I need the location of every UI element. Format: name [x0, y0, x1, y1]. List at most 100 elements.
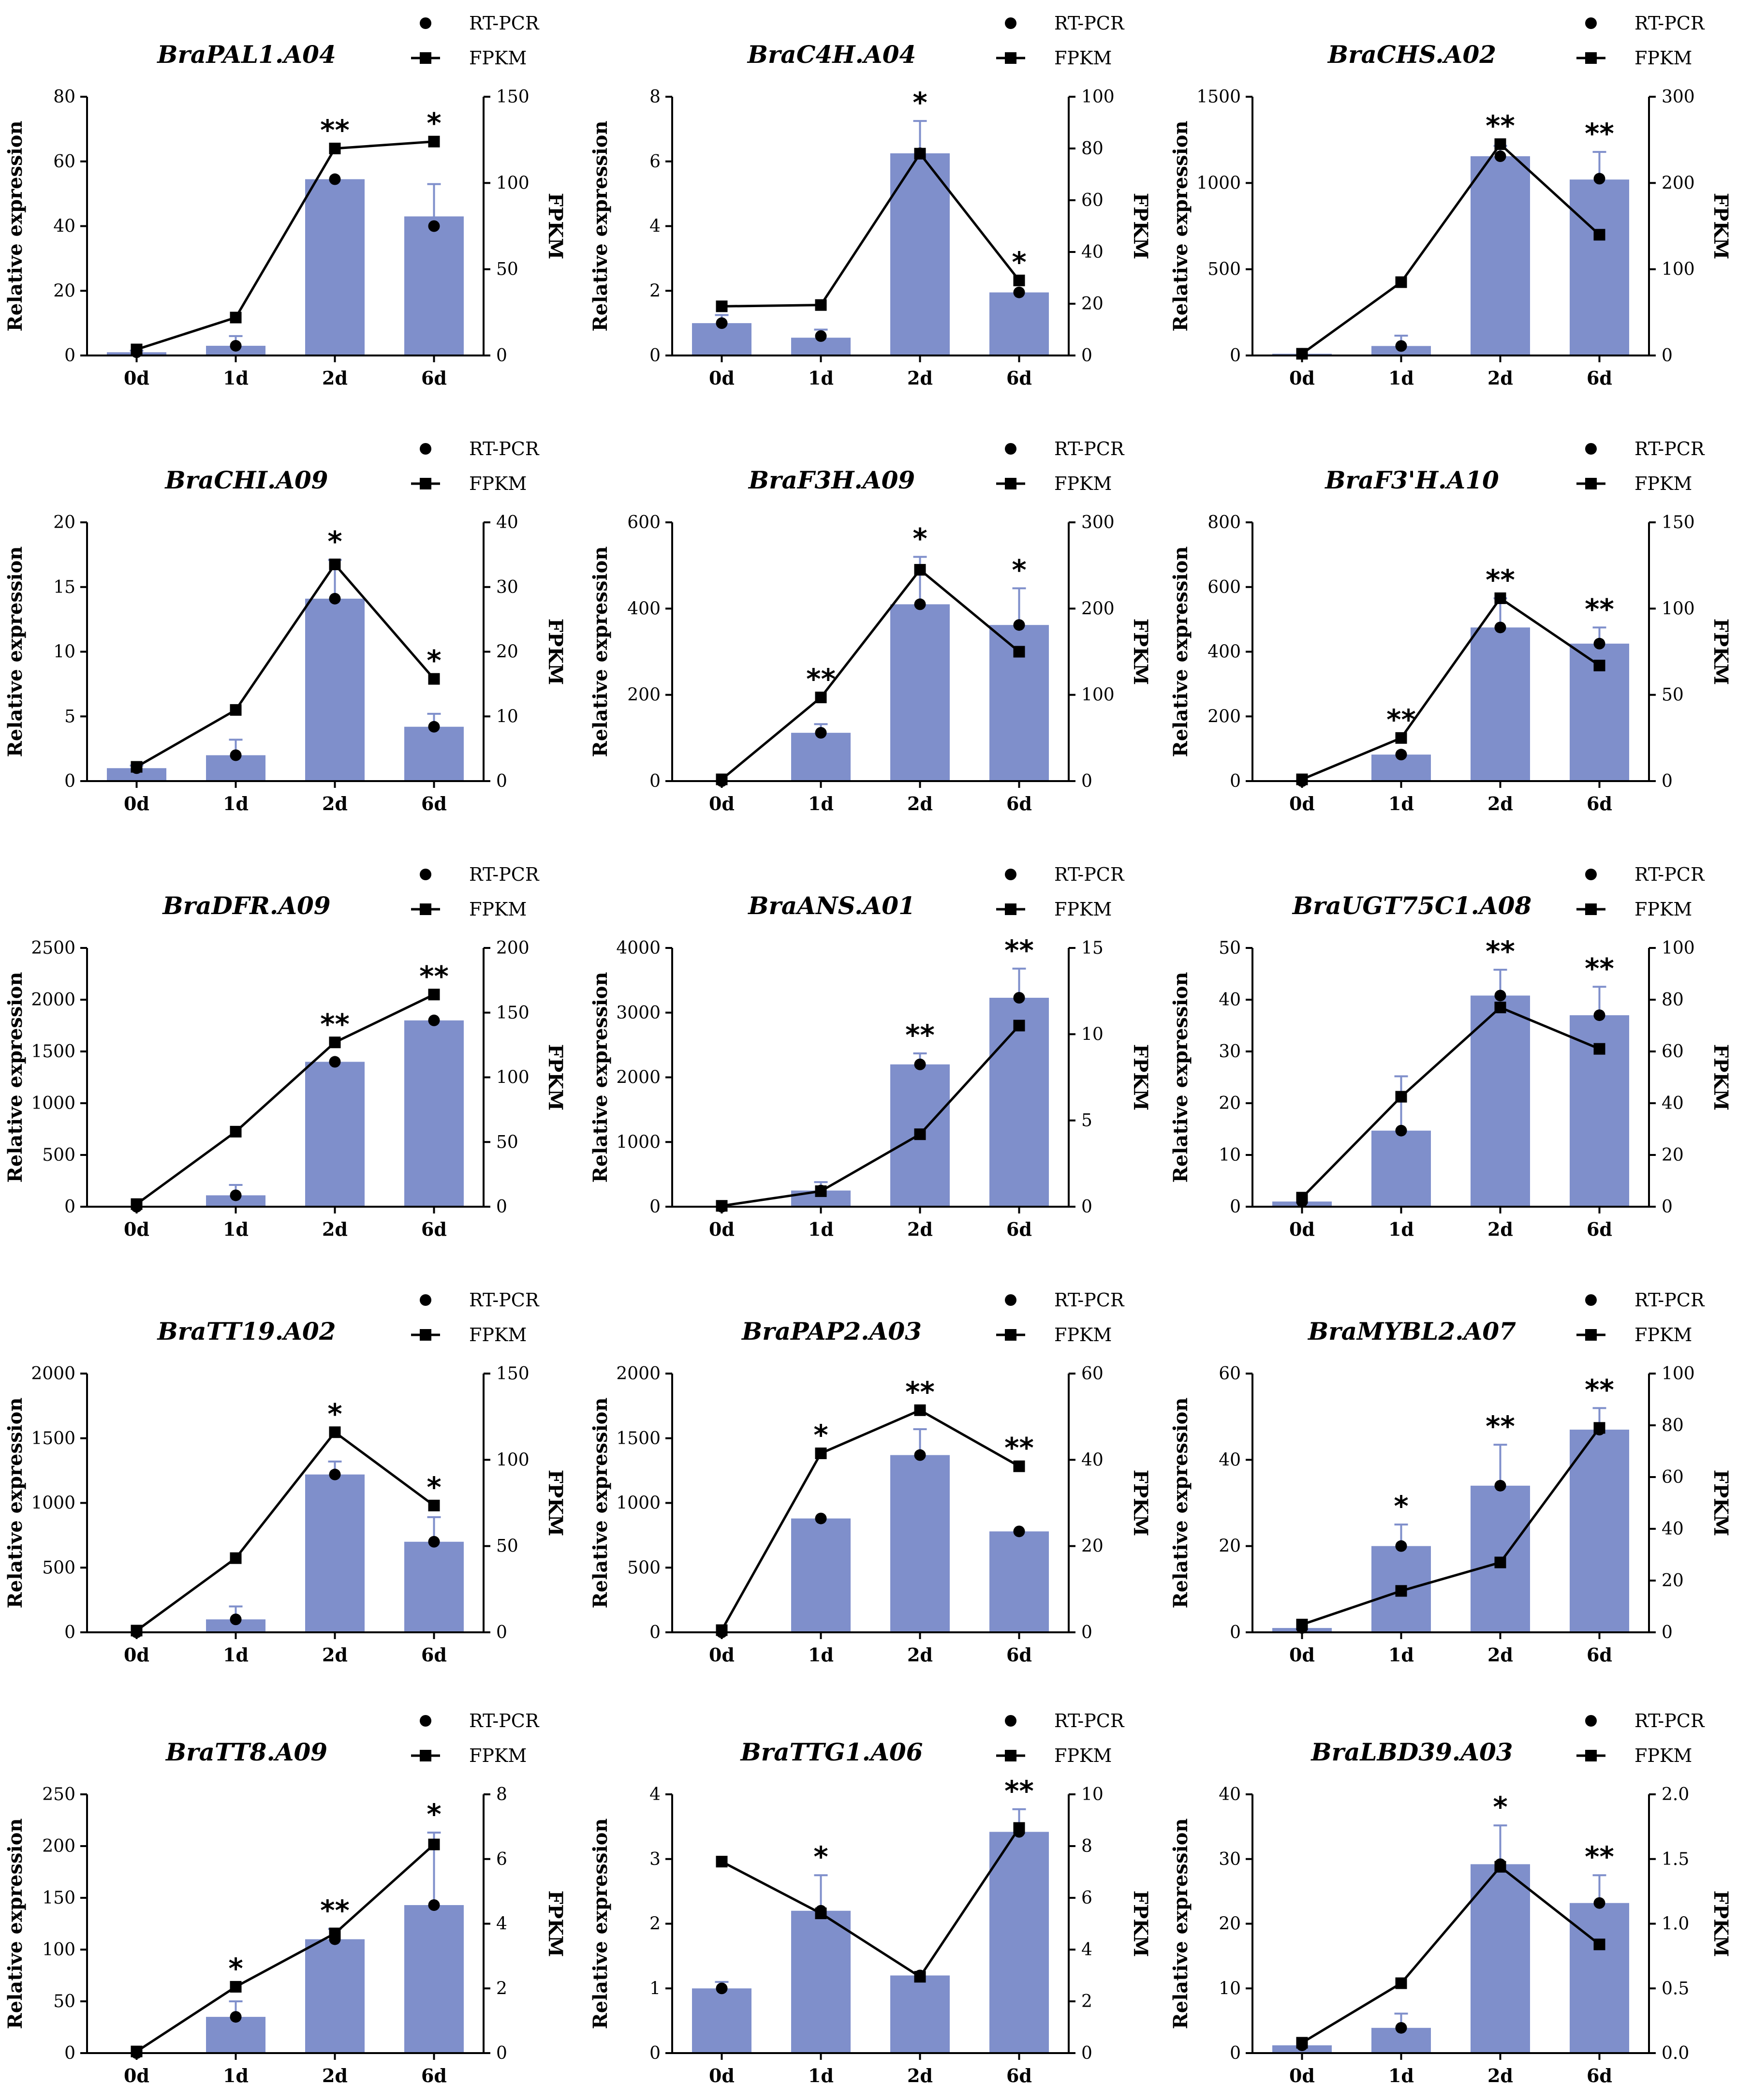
fpkm-point	[1013, 1020, 1025, 1032]
y2-tick-label: 0	[1662, 346, 1673, 366]
rt-pcr-point	[914, 148, 926, 160]
chart-panel: RT-PCRFPKMBraTT19.A02**05001000150020000…	[4, 1289, 567, 1666]
significance-marker: *	[913, 522, 927, 555]
significance-marker: **	[1486, 109, 1515, 142]
legend-fpkm-label: FPKM	[1054, 1745, 1112, 1766]
fpkm-point	[428, 989, 440, 1001]
fpkm-series-line	[1301, 1865, 1601, 2044]
y-tick-label: 150	[42, 1888, 75, 1908]
y2-tick-label: 2	[496, 1979, 507, 1998]
y-tick-label: 30	[1219, 1849, 1241, 1869]
y2-tick-label: 8	[496, 1785, 507, 1804]
x-tick-label: 0d	[124, 367, 149, 389]
rt-pcr-point	[230, 340, 242, 352]
legend-rt-label: RT-PCR	[469, 864, 540, 885]
significance-marker: **	[905, 1019, 935, 1051]
bar	[1471, 1864, 1530, 2053]
y-tick-label: 50	[1219, 938, 1241, 958]
chart-panel: RT-PCRFPKMBraC4H.A04**024680204060801000…	[589, 13, 1152, 389]
chart-panel: RT-PCRFPKMBraDFR.A09****0500100015002000…	[4, 864, 567, 1240]
rt-pcr-point	[1593, 1897, 1605, 1909]
y-tick-label: 0	[1230, 1197, 1241, 1217]
chart-title: BraF3'H.A10	[1324, 466, 1499, 494]
fpkm-series-line	[1301, 596, 1600, 781]
y2-axis-title: FPKM	[544, 1470, 567, 1537]
y2-tick-label: 4	[496, 1914, 507, 1934]
y2-axis-title: FPKM	[1129, 1891, 1152, 1957]
rt-pcr-point	[1395, 749, 1407, 761]
x-tick-label: 2d	[1487, 1644, 1513, 1666]
y2-tick-label: 200	[1662, 173, 1695, 193]
rt-pcr-point	[1395, 1540, 1407, 1552]
y2-tick-label: 300	[1081, 513, 1115, 532]
fpkm-point	[230, 1552, 242, 1564]
bar	[305, 1939, 365, 2053]
y-axis-title: Relative expression	[1169, 547, 1192, 757]
fpkm-point	[1494, 1556, 1506, 1568]
legend-rt-label: RT-PCR	[469, 1289, 540, 1311]
y-tick-label: 20	[53, 513, 75, 532]
legend-fpkm-label: FPKM	[469, 1324, 527, 1346]
y-tick-label: 20	[1219, 1094, 1241, 1113]
legend-fpkm-marker	[1585, 1750, 1597, 1761]
fpkm-point	[815, 1447, 827, 1459]
legend-rt-marker	[1005, 1715, 1016, 1727]
y2-tick-label: 100	[1081, 685, 1115, 705]
chart-title: BraLBD39.A03	[1310, 1738, 1513, 1766]
significance-marker: *	[913, 86, 927, 119]
legend-fpkm-marker	[1005, 903, 1016, 915]
y2-tick-label: 50	[496, 1537, 518, 1556]
x-tick-label: 0d	[1289, 1644, 1315, 1666]
y2-tick-label: 40	[1081, 1450, 1104, 1470]
legend-rt-label: RT-PCR	[1054, 13, 1125, 34]
chart-title: BraMYBL2.A07	[1307, 1317, 1516, 1346]
bar	[404, 1905, 464, 2053]
rt-pcr-point	[1494, 621, 1506, 634]
y-axis-title: Relative expression	[4, 121, 27, 332]
fpkm-point	[329, 558, 341, 570]
y2-tick-label: 50	[496, 1132, 518, 1152]
rt-pcr-point	[1395, 340, 1407, 352]
y2-tick-label: 0	[1081, 771, 1092, 791]
chart-title: BraPAP2.A03	[741, 1317, 922, 1346]
chart-panel: RT-PCR FPKM BraANS.A01 ** ** 0 1000 2000 3000 400…	[589, 864, 1152, 1240]
y-tick-label: 2000	[31, 1364, 75, 1384]
y2-axis-title: FPKM	[1709, 1044, 1732, 1111]
chart-title: BraTT8.A09	[165, 1738, 327, 1766]
bar	[890, 604, 950, 781]
rt-pcr-point	[329, 1933, 341, 1945]
significance-marker: *	[813, 1419, 828, 1451]
rt-pcr-point	[329, 173, 341, 185]
y2-tick-label: 20	[1662, 1145, 1684, 1165]
fpkm-point	[914, 1128, 926, 1140]
y-tick-label: 10	[53, 642, 75, 662]
bar	[1471, 627, 1530, 781]
y-axis-title: Relative expression	[1169, 972, 1192, 1183]
y2-tick-label: 60	[1662, 1467, 1684, 1487]
y2-tick-label: 0	[496, 771, 507, 791]
y-tick-label: 6	[649, 152, 661, 172]
y2-tick-label: 60	[1081, 1364, 1104, 1384]
chart-title: BraTT19.A02	[157, 1317, 336, 1346]
y-axis-title: Relative expression	[4, 547, 27, 757]
y2-tick-label: 0.5	[1662, 1979, 1689, 1998]
y-tick-label: 20	[1219, 1914, 1241, 1934]
y-axis-title: Relative expression	[589, 1398, 612, 1609]
y2-tick-label: 150	[496, 1003, 530, 1023]
fpkm-point	[428, 673, 440, 685]
significance-marker: *	[1394, 1490, 1408, 1523]
chart-panel: RT-PCR FPKM BraUGT75C1.A08 ** ** 0 10 20 30 40 50 0…	[1169, 864, 1732, 1240]
rt-pcr-point	[716, 317, 728, 329]
fpkm-point	[230, 311, 242, 324]
x-tick-label: 0d	[709, 367, 735, 389]
y-tick-label: 2500	[31, 938, 75, 958]
legend-fpkm-marker	[420, 52, 431, 64]
legend-rt-marker	[1585, 1294, 1597, 1306]
rt-pcr-point	[914, 1449, 926, 1461]
rt-pcr-point	[1494, 150, 1506, 163]
y-axis-title: Relative expression	[1169, 1398, 1192, 1609]
bar	[791, 1910, 851, 2053]
rt-pcr-point	[1013, 1525, 1025, 1538]
y2-tick-label: 0	[1081, 346, 1092, 366]
